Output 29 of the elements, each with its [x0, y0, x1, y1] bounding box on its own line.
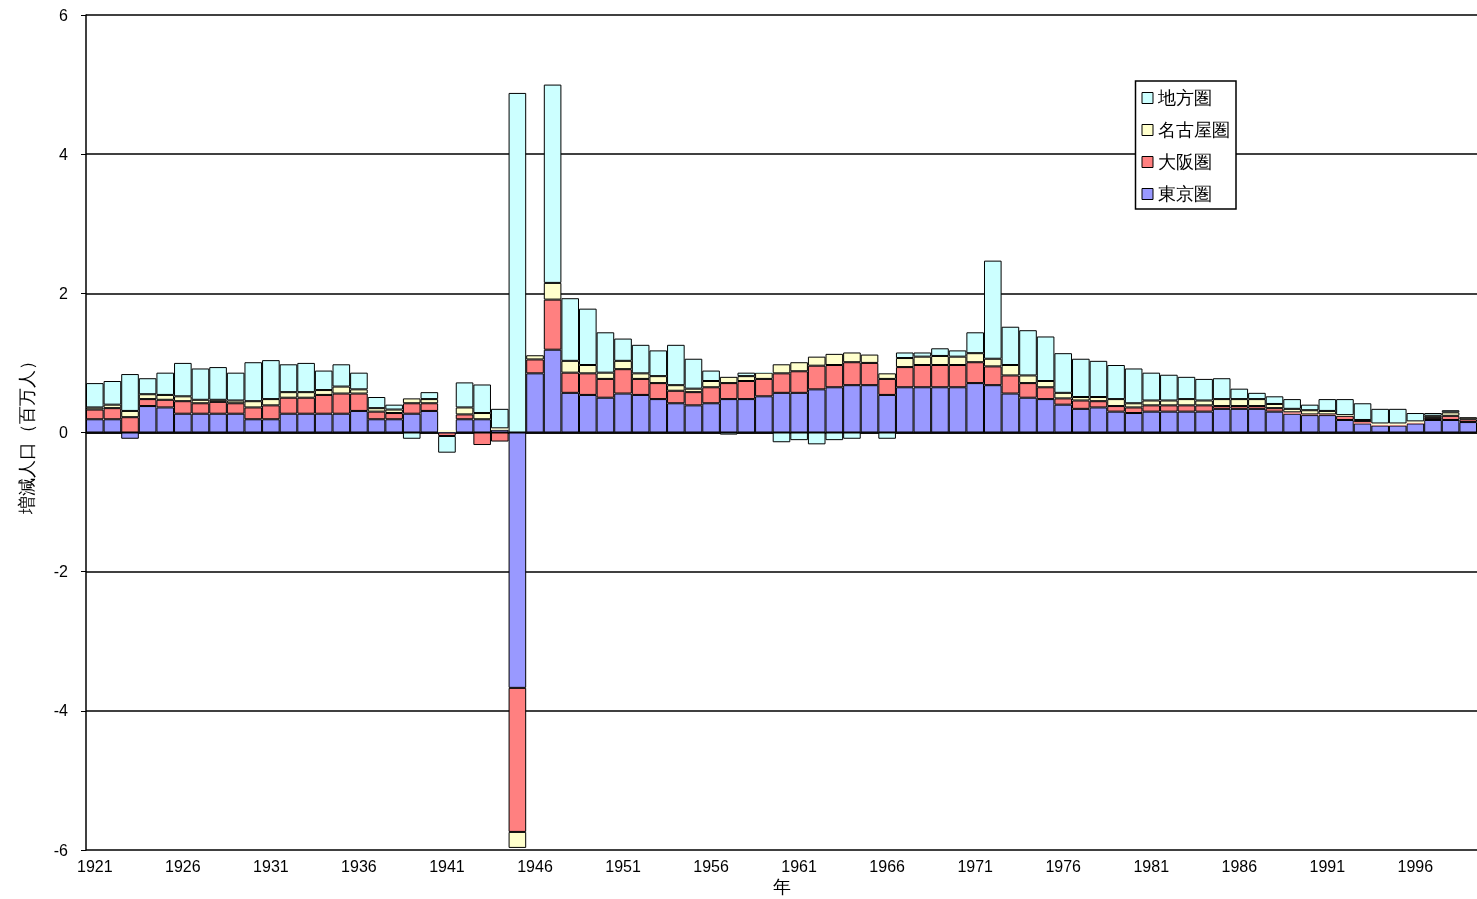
x-tick-label: 1921: [77, 857, 113, 875]
x-tick-label: 1941: [429, 857, 465, 875]
legend-label: 東京圏: [1158, 184, 1212, 204]
legend-label: 大阪圏: [1158, 152, 1212, 172]
y-tick-label: -4: [53, 702, 69, 720]
x-tick-label: 1946: [517, 857, 553, 875]
legend-label: 名古屋圏: [1158, 120, 1230, 140]
x-tick-label: 1966: [869, 857, 906, 875]
y-tick-label: -6: [53, 841, 69, 859]
y-tick-label: 2: [59, 284, 69, 302]
x-tick-label: 1951: [605, 857, 641, 875]
y-tick-label: 4: [59, 145, 69, 163]
x-tick-label: 1936: [341, 857, 377, 875]
x-axis-title: 年: [772, 877, 791, 897]
x-tick-label: 1961: [781, 857, 818, 875]
x-tick-label: 1991: [1309, 857, 1346, 875]
x-tick-label: 1976: [1045, 857, 1082, 875]
x-tick-label: 1956: [693, 857, 729, 875]
x-tick-label: 1996: [1397, 857, 1434, 875]
y-tick-label: -2: [53, 563, 69, 581]
y-tick-label: 6: [59, 6, 69, 24]
y-tick-label: 0: [59, 424, 69, 441]
x-tick-label: 1971: [957, 857, 994, 875]
x-tick-label: 1981: [1133, 857, 1170, 875]
legend-label: 地方圏: [1157, 88, 1212, 108]
x-tick-label: 1926: [165, 857, 201, 875]
y-axis-title: 増減人口（百万人）: [17, 351, 37, 515]
x-tick-label: 1931: [253, 857, 289, 875]
x-tick-label: 1986: [1221, 857, 1258, 875]
